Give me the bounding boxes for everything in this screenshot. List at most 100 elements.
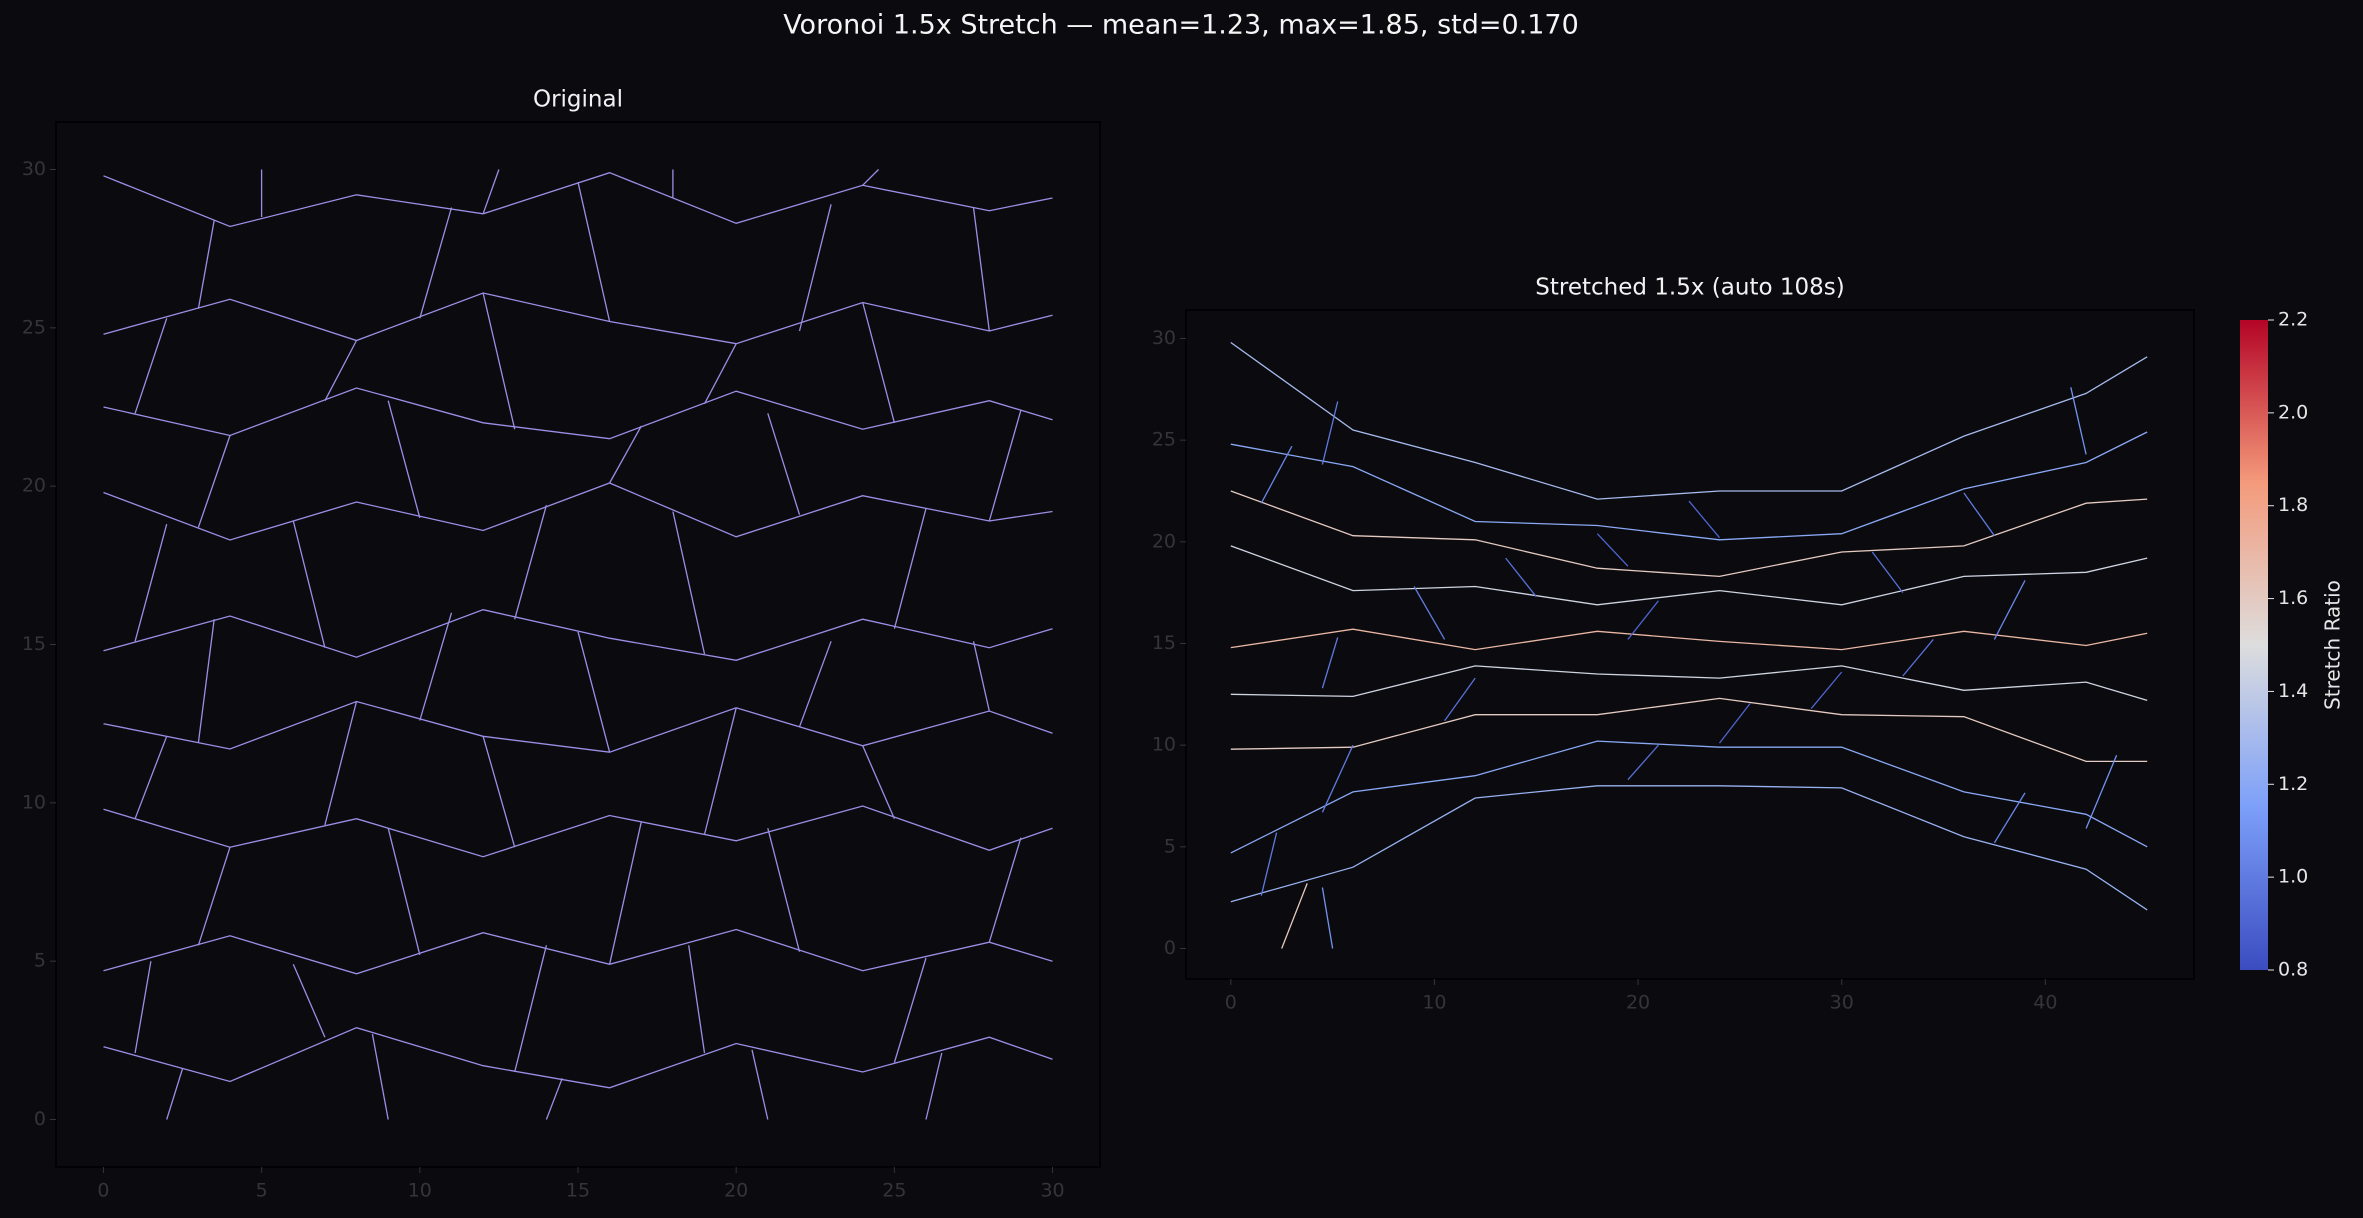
x-tick-label: 10 [1422,992,1446,1014]
edge [2070,387,2087,455]
edge [482,292,516,430]
x-tick-label: 10 [408,1180,432,1202]
edge [103,387,1053,440]
y-tick-label: 10 [22,791,46,813]
edge [1444,677,1476,722]
edge [972,207,990,332]
y-tick-label: 15 [22,633,46,655]
edge [419,207,453,319]
edge [798,641,832,728]
edge [387,828,421,955]
edge [197,435,231,528]
x-tick-label: 0 [1225,992,1237,1014]
y-tick-label: 0 [1164,937,1176,959]
edge [862,745,895,819]
colorbar-tick-label: 1.0 [2278,866,2308,888]
colorbar-tick-label: 2.2 [2278,309,2308,331]
y-tick-label: 0 [34,1108,46,1130]
edge [103,1027,1053,1089]
edge [1230,545,2148,606]
edge [514,505,548,620]
edge [609,425,642,484]
y-tick-label: 10 [1152,734,1176,756]
y-tick-label: 20 [1152,530,1176,552]
edge [1260,832,1278,896]
edge [292,964,326,1038]
figure-title: Voronoi 1.5x Stretch — mean=1.23, max=1.… [783,10,1579,41]
y-tick-label: 30 [22,158,46,180]
edge [2085,755,2118,829]
edge [1230,431,2148,541]
colorbar-tick-label: 1.8 [2278,494,2308,516]
edge [862,302,896,423]
edge [988,410,1022,522]
edge [672,511,706,655]
axes-title: Original [533,87,623,113]
edge [134,736,168,819]
edge [1321,887,1334,949]
colorbar-tick-label: 1.2 [2278,773,2308,795]
axes-frame [55,121,1101,1168]
edge [1230,665,2148,702]
edge [798,204,832,332]
edge [1627,600,1659,640]
x-tick-label: 5 [256,1180,268,1202]
edge [767,413,801,515]
edge [134,524,168,642]
edge [197,847,231,946]
edge [703,707,737,835]
x-tick-label: 30 [1040,1180,1064,1202]
edge [419,612,453,721]
x-tick-label: 15 [566,1180,590,1202]
edge [387,400,421,518]
edge [1230,341,2148,500]
edge [1505,557,1537,598]
y-tick-label: 20 [22,475,46,497]
edge [292,520,326,648]
y-tick-label: 25 [22,316,46,338]
edge [1993,792,2026,844]
edge [1321,744,1354,813]
edge [324,701,358,826]
x-tick-label: 20 [724,1180,748,1202]
edge [767,828,801,952]
x-tick-label: 40 [2033,992,2057,1014]
edge [1413,586,1446,640]
y-tick-label: 5 [34,950,46,972]
edge [134,961,152,1054]
edge [703,343,737,405]
edge [1810,671,1843,710]
edge [972,641,990,712]
edge [862,169,879,186]
edge [197,220,215,309]
y-tick-label: 15 [1152,632,1176,654]
edge [893,508,927,629]
x-tick-label: 20 [1626,992,1650,1014]
edge [1871,551,1904,593]
edge [514,945,548,1073]
edge [1260,445,1293,504]
edge [577,182,611,322]
axes-frame [1185,309,2195,980]
edge [166,1068,184,1120]
edge [1321,637,1339,689]
colorbar-tick-label: 2.0 [2278,401,2308,423]
edge [103,172,1053,228]
edge [1230,740,2148,854]
edge [1230,628,2148,651]
edge [1230,785,2148,911]
x-tick-label: 30 [1830,992,1854,1014]
edge [1902,638,1934,677]
edge [482,736,516,848]
edge [1230,697,2148,763]
edge [1281,883,1308,949]
edge [1963,492,1995,537]
edge [482,169,500,215]
edge [545,1078,563,1120]
edge [103,609,1053,661]
colorbar-tick-label: 1.4 [2278,680,2308,702]
y-tick-label: 25 [1152,429,1176,451]
x-tick-label: 0 [97,1180,109,1202]
colorbar-tick-label: 0.8 [2278,959,2308,981]
edge [1688,500,1720,539]
